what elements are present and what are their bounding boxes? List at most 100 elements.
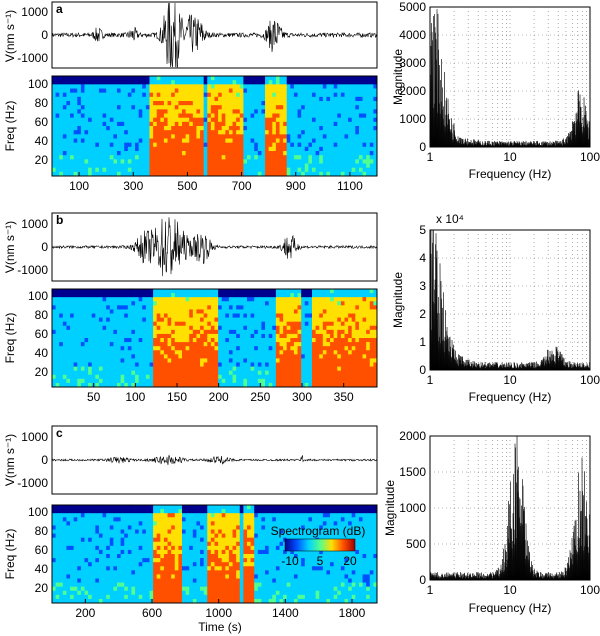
spectrogram-cell: [257, 76, 262, 81]
spectrogram-cell: [362, 350, 367, 355]
spectrogram-cell: [304, 146, 309, 152]
spectrogram-cell: [319, 84, 324, 89]
spectrogram-cell: [351, 105, 356, 110]
spectrogram-cell: [160, 378, 165, 384]
spectrogram-cell: [297, 167, 302, 173]
spectrogram-cell: [124, 321, 129, 327]
spectrogram-cell: [124, 513, 129, 518]
spectrogram-cell: [142, 105, 147, 110]
spectrogram-cell: [66, 378, 71, 384]
spectrogram-cell: [207, 121, 212, 127]
spectrogram-cell: [254, 333, 259, 339]
spectrogram-cell: [203, 151, 208, 156]
spectrogram-cell: [117, 509, 122, 514]
spectrogram-cell: [236, 142, 241, 148]
spectrogram-cell: [261, 309, 266, 314]
spectrogram-cell: [91, 109, 96, 114]
spectrogram-cell: [200, 167, 205, 173]
spectrogram-cell: [185, 138, 190, 144]
spectrogram-cell: [153, 88, 158, 94]
spectrogram-cell: [66, 545, 71, 551]
spectrogram-cell: [153, 382, 158, 388]
spectrogram-cell: [286, 378, 291, 384]
spectrogram-cell: [366, 126, 371, 131]
spectrogram-cell: [290, 146, 295, 152]
spectrogram-cell: [124, 362, 129, 367]
spectrogram-cell: [236, 130, 241, 135]
spectrogram-cell: [145, 346, 150, 351]
spectrogram-cell: [163, 338, 168, 343]
spectrogram-cell: [369, 134, 374, 139]
sp-a-ytick-20: 20: [35, 153, 49, 167]
spectrogram-cell: [160, 92, 165, 98]
spectrogram-cell: [344, 346, 349, 351]
spectrogram-cell: [91, 598, 96, 604]
spectrogram-cell: [228, 113, 233, 119]
spectrogram-cell: [247, 338, 252, 343]
spectrogram-cell: [131, 121, 136, 127]
spectrogram-cell: [113, 88, 118, 94]
spectrogram-cell: [160, 289, 165, 294]
spectrogram-cell: [239, 305, 244, 310]
spectrogram-cell: [297, 117, 302, 123]
spectrogram-cell: [366, 134, 371, 139]
spectrogram-cell: [109, 549, 114, 555]
spectrogram-cell: [84, 350, 89, 355]
spectrogram-cell: [218, 366, 223, 372]
spectrogram-cell: [265, 374, 270, 380]
spectrogram-cell: [117, 130, 122, 135]
spectrogram-cell: [149, 329, 154, 335]
spectrogram-cell: [174, 80, 179, 85]
spectrogram-cell: [308, 378, 313, 384]
spectrogram-cell: [174, 167, 179, 173]
spectrogram-cell: [84, 88, 89, 94]
spectrogram-cell: [189, 370, 194, 376]
spectrogram-cell: [98, 113, 103, 119]
spectrogram-cell: [330, 80, 335, 85]
spectrogram-cell: [239, 342, 244, 347]
spectrogram-cell: [373, 325, 378, 331]
spectrogram-cell: [185, 374, 190, 380]
spectrogram-cell: [98, 370, 103, 376]
spectrogram-cell: [145, 96, 150, 102]
spectrogram-cell: [254, 117, 259, 123]
spectrogram-cell: [98, 134, 103, 139]
spectrogram-cell: [326, 117, 331, 123]
spectrogram-cell: [88, 521, 93, 526]
spectrogram-cell: [322, 113, 327, 119]
spectrogram-cell: [366, 109, 371, 114]
spectrogram-cell: [319, 309, 324, 314]
spectrogram-cell: [210, 76, 215, 81]
spectrogram-cell: [117, 309, 122, 314]
spectrogram-cell: [330, 92, 335, 98]
spectrogram-cell: [293, 167, 298, 173]
spectrogram-cell: [117, 167, 122, 173]
spectrogram-cell: [214, 301, 219, 306]
spectrogram-cell: [192, 342, 197, 347]
spectrogram-cell: [84, 309, 89, 314]
spectrogram-cell: [312, 293, 317, 298]
spectrogram-cell: [366, 113, 371, 119]
spectrogram-cell: [185, 309, 190, 314]
spectrogram-cell: [373, 321, 378, 327]
spectrogram-cell: [337, 92, 342, 98]
spectrogram-cell: [200, 378, 205, 384]
spectrogram-cell: [207, 321, 212, 327]
spectrogram-cell: [203, 321, 208, 327]
spectrogram-cell: [66, 84, 71, 89]
spectrogram-cell: [91, 333, 96, 339]
spectrogram-cell: [178, 159, 183, 164]
spectrogram-cell: [286, 117, 291, 123]
spectrogram-cell: [77, 590, 82, 596]
spectrogram-cell: [351, 289, 356, 294]
spectrogram-cell: [84, 155, 89, 160]
spectrogram-cell: [156, 76, 161, 81]
spectrogram-cell: [232, 329, 237, 335]
spectrogram-cell: [236, 366, 241, 372]
spectrogram-cell: [358, 362, 363, 367]
spectrogram-cell: [52, 80, 57, 85]
spectrogram-cell: [200, 350, 205, 355]
spectrogram-cell: [163, 317, 168, 323]
spectrogram-cell: [120, 362, 125, 367]
spectrogram-cell: [196, 88, 201, 94]
